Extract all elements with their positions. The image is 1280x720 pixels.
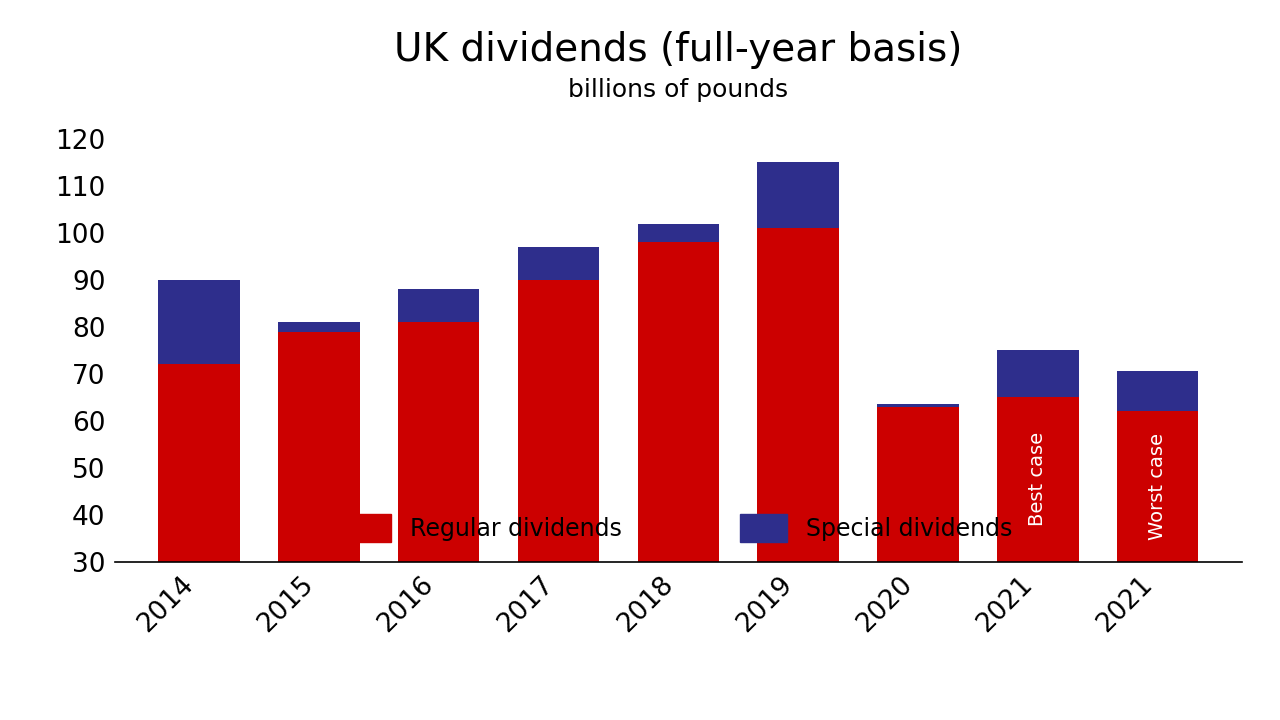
Bar <box>877 407 959 703</box>
Text: Best case: Best case <box>1028 433 1047 526</box>
Text: Worst case: Worst case <box>1148 433 1167 540</box>
Bar <box>1117 411 1198 703</box>
Bar <box>278 331 360 703</box>
Legend: Regular dividends, Special dividends: Regular dividends, Special dividends <box>333 502 1024 554</box>
Bar <box>1117 372 1198 411</box>
Bar <box>159 364 239 703</box>
Bar <box>637 223 719 243</box>
Text: billions of pounds: billions of pounds <box>568 78 788 102</box>
Bar <box>637 243 719 703</box>
Bar <box>997 397 1079 703</box>
Bar <box>997 351 1079 397</box>
Bar <box>398 322 480 703</box>
Bar <box>518 280 599 703</box>
Bar <box>758 163 838 228</box>
Bar <box>159 280 239 364</box>
Text: UK dividends (full-year basis): UK dividends (full-year basis) <box>394 32 963 69</box>
Bar <box>758 228 838 703</box>
Bar <box>877 405 959 407</box>
Bar <box>278 322 360 331</box>
Bar <box>398 289 480 322</box>
Bar <box>518 247 599 280</box>
